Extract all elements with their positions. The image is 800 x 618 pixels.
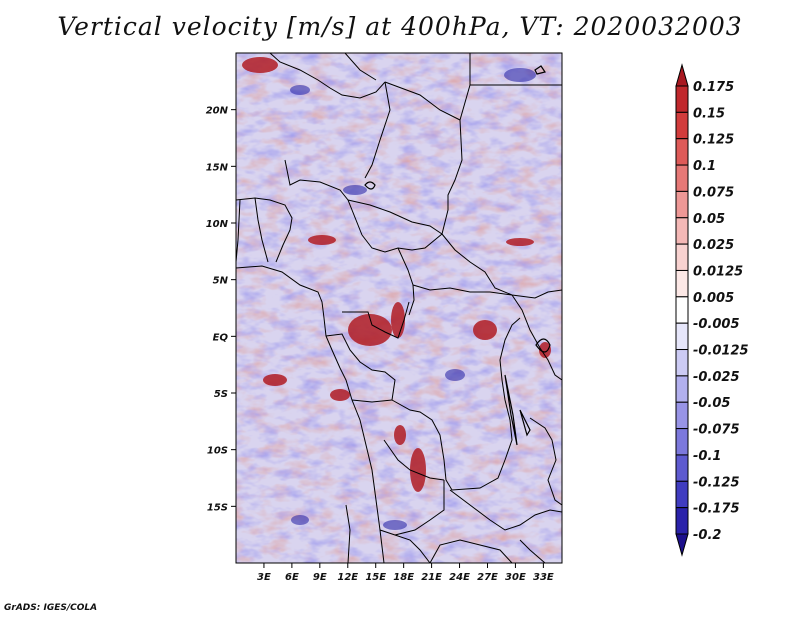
colorbar-label: 0.125 — [693, 133, 734, 148]
colorbar-label: 0.005 — [693, 291, 734, 306]
lat-tick-label: 10S — [207, 446, 228, 457]
colorbar-band — [675, 269, 689, 298]
colorbar-label: -0.0125 — [693, 344, 749, 359]
lon-tick-label: 15E — [365, 572, 386, 583]
lon-tick-label: 30E — [505, 572, 526, 583]
colorbar-label: 0.05 — [693, 212, 725, 227]
colorbar-band — [675, 296, 689, 324]
lat-tick-label: 5S — [214, 389, 228, 400]
colorbar-band — [675, 85, 689, 113]
colorbar-band — [675, 507, 689, 535]
colorbar-label: 0.15 — [693, 106, 725, 121]
colorbar-label: -0.05 — [693, 396, 730, 411]
colorbar-label: -0.175 — [693, 502, 740, 517]
colorbar-band — [675, 428, 689, 456]
colorbar-label: 0.025 — [693, 238, 734, 253]
colorbar: 0.175 0.15 0.125 0.1 0.075 0.05 0.025 0.0125 0.0… — [675, 63, 749, 557]
colorbar-label: -0.125 — [693, 475, 740, 490]
colorbar-band — [675, 454, 689, 482]
lon-tick-label: 12E — [337, 572, 358, 583]
lat-tick-label: 20N — [206, 106, 229, 117]
colorbar-min-arrow — [675, 533, 689, 557]
latitude-ticks: 20N 15N 10N 5N EQ 5S 10S 15S — [206, 106, 236, 513]
colorbar-band — [675, 480, 689, 509]
lakes — [364, 65, 551, 446]
colorbar-label: -0.025 — [693, 370, 740, 385]
lat-tick-label: 15N — [206, 162, 229, 173]
chart-title: Vertical velocity [m/s] at 400hPa, VT: 2… — [57, 12, 743, 41]
colorbar-band — [675, 375, 689, 403]
colorbar-label: -0.1 — [693, 449, 721, 464]
colorbar-band — [675, 322, 689, 351]
colorbar-band — [675, 217, 689, 245]
lon-tick-label: 6E — [285, 572, 299, 583]
colorbar-max-arrow — [675, 63, 689, 87]
colorbar-label: -0.005 — [693, 317, 740, 332]
lon-tick-label: 33E — [533, 572, 554, 583]
lon-tick-label: 24E — [449, 572, 470, 583]
colorbar-band — [675, 111, 689, 140]
lat-tick-label: EQ — [213, 332, 229, 343]
lat-tick-label: 5N — [213, 276, 229, 287]
colorbar-label: 0.0125 — [693, 264, 743, 279]
lon-tick-label: 3E — [257, 572, 271, 583]
map-frame — [235, 52, 563, 564]
lon-tick-label: 27E — [477, 572, 498, 583]
colorbar-label: -0.075 — [693, 423, 740, 438]
colorbar-band — [675, 243, 689, 271]
colorbar-label: 0.1 — [693, 159, 716, 174]
colorbar-label: 0.175 — [693, 80, 734, 95]
lat-tick-label: 10N — [206, 219, 229, 230]
longitude-ticks: 3E 6E 9E 12E 15E 18E 21E 24E 27E 30E 33E — [257, 563, 554, 583]
lon-tick-label: 9E — [313, 572, 327, 583]
lon-tick-label: 18E — [393, 572, 414, 583]
country-boundaries — [236, 53, 562, 563]
strong-downdraft-patches — [290, 68, 536, 530]
colorbar-band — [675, 401, 689, 430]
colorbar-label: 0.075 — [693, 185, 734, 200]
colorbar-band — [675, 164, 689, 192]
colorbar-band — [675, 190, 689, 219]
colorbar-band — [675, 349, 689, 377]
colorbar-band — [675, 138, 689, 166]
grads-credit: GrADS: IGES/COLA — [4, 603, 98, 613]
lon-tick-label: 21E — [421, 572, 442, 583]
map-area — [236, 53, 562, 563]
lat-tick-label: 15S — [207, 502, 228, 513]
colorbar-label: -0.2 — [693, 528, 721, 543]
strong-updraft-patches — [242, 57, 551, 492]
